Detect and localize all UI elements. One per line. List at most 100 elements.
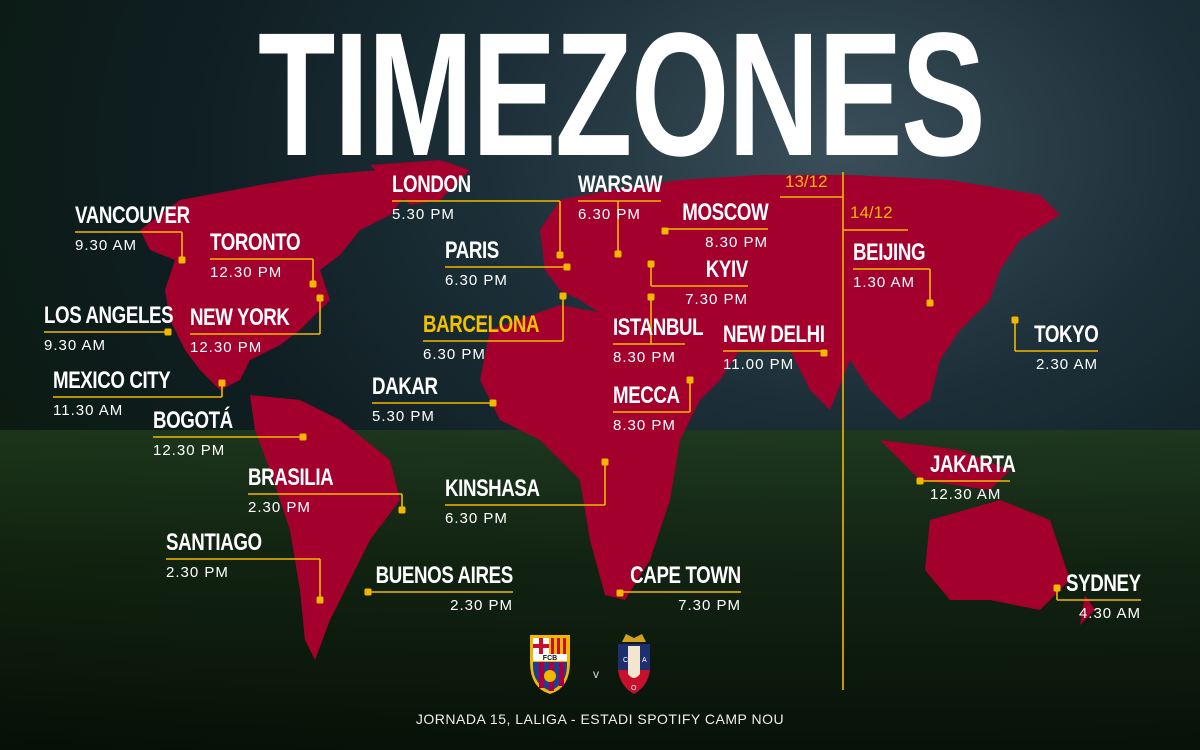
location-dots [164,227,1061,604]
city-time: 12.30 PM [210,264,283,281]
city-name: WARSAW [578,171,662,198]
city-label-dakar: DAKAR 5.30 PM [372,373,456,426]
leader-line [190,298,321,335]
city-time: 9.30 AM [44,337,107,354]
southeast-asia [880,440,1010,490]
location-dot [309,280,317,288]
leader-line [853,268,931,303]
continents [140,160,1095,660]
leader-line [578,200,661,254]
city-time: 6.30 PM [423,346,486,363]
leader-line [166,558,321,600]
north-america [140,170,410,390]
city-name: SANTIAGO [166,529,262,556]
city-name: JAKARTA [930,451,1016,478]
city-name: TORONTO [210,229,301,256]
svg-text:C: C [623,657,628,664]
city-name: BOGOTÁ [153,407,233,434]
location-dot [616,589,624,597]
africa [480,305,700,600]
city-name: ISTANBUL [613,314,704,341]
city-label-santiago: SANTIAGO 2.30 PM [166,529,289,582]
city-time: 8.30 PM [613,417,676,434]
city-name: MOSCOW [681,199,768,226]
location-dot [601,458,609,466]
city-name: DAKAR [372,373,438,400]
city-time: 12.30 AM [930,486,1002,503]
city-label-paris: PARIS 6.30 PM [445,238,514,290]
city-name: BARCELONA [423,311,540,338]
location-dot [559,292,567,300]
city-time: 2.30 PM [450,597,513,614]
leader-line [423,296,564,342]
city-label-jakarta: JAKARTA 12.30 AM [930,451,1039,504]
city-label-kinshasa: KINSHASA 6.30 PM [445,475,566,528]
europe-asia [540,175,1060,420]
leader-line [650,264,748,287]
city-time: 6.30 PM [578,206,641,223]
city-name: CAPE TOWN [630,562,741,589]
leader-line [613,380,691,413]
location-dot [916,477,924,485]
location-dot [661,227,669,235]
city-label-kyiv: KYIV 7.30 PM [685,256,749,309]
city-label-mecca: MECCA 8.30 PM [613,383,699,435]
svg-text:FCB: FCB [543,655,557,662]
australia [925,500,1070,610]
location-dot [316,294,324,302]
city-label-sydney: SYDNEY 4.30 AM [1045,570,1141,623]
location-dot [178,256,186,264]
location-dot [1011,316,1019,324]
new-zealand [1080,595,1095,625]
location-dot [556,251,564,259]
location-dot [563,263,571,271]
city-time: 12.30 PM [153,442,226,459]
city-label-tokyo: TOKYO 2.30 AM [1016,321,1099,374]
date-left: 13/12 [785,172,828,191]
city-name: LONDON [392,171,471,198]
south-america [250,395,400,660]
city-label-istanbul: ISTANBUL 8.30 PM [613,314,729,367]
location-dot [647,260,655,268]
leader-line [445,462,606,506]
city-label-moscow: MOSCOW 8.30 PM [658,199,768,252]
city-time: 6.30 PM [445,510,508,527]
city-label-new-york: NEW YORK 12.30 PM [190,305,318,357]
leader-line [392,200,561,255]
city-time: 5.30 PM [392,206,455,223]
city-time: 2.30 PM [248,499,311,516]
versus-label: v [593,667,599,681]
city-time: 1.30 AM [853,274,916,291]
location-dot [820,349,828,357]
city-name: LOS ANGELES [44,302,174,329]
location-dot [614,250,622,258]
city-time: 8.30 PM [705,234,768,251]
city-name: BEIJING [853,239,926,266]
city-time: 4.30 AM [1078,605,1141,622]
city-time: 7.30 PM [678,597,741,614]
leader-line [613,297,685,345]
city-name: TOKYO [1033,321,1099,348]
city-time: 7.30 PM [685,291,748,308]
city-name: SYDNEY [1066,570,1141,597]
greenland [370,160,470,205]
city-time: 8.30 PM [613,349,676,366]
page-title: TIMEZONES [258,0,986,193]
city-time: 12.30 PM [190,339,263,356]
city-time: 6.30 PM [445,272,508,289]
city-time: 5.30 PM [372,408,435,425]
city-label-barcelona: BARCELONA 6.30 PM [423,311,572,364]
date-right: 14/12 [850,203,893,222]
city-label-vancouver: VANCOUVER 9.30 AM [75,203,222,255]
match-footer: JORNADA 15, LALIGA - ESTADI SPOTIFY CAMP… [415,711,785,727]
location-dot [164,328,172,336]
location-dot [398,506,406,514]
city-time: 11.00 PM [723,356,795,373]
city-label-buenos-aires: BUENOS AIRES 2.30 PM [337,563,514,615]
leader-line [210,258,314,284]
city-name: KYIV [705,256,749,283]
city-label-beijing: BEIJING 1.30 AM [853,239,946,292]
location-dot [364,588,372,596]
city-name: KINSHASA [445,475,540,502]
